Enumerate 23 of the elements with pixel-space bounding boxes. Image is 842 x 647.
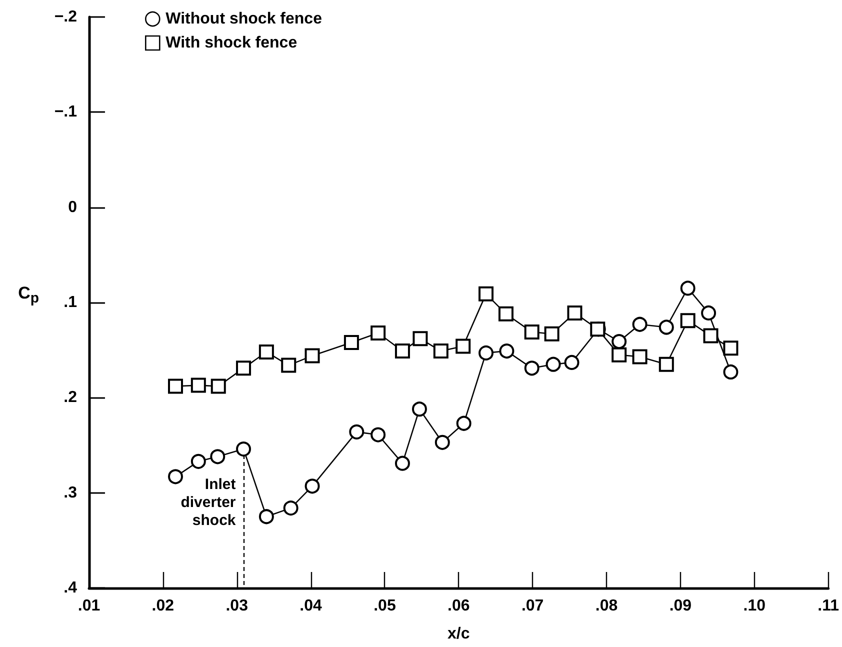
annotation: Inlet diverter shock	[180, 476, 236, 530]
x-tick-label: .09	[669, 598, 692, 614]
y-tick-label: .2	[64, 389, 78, 406]
x-tick-label: .05	[374, 598, 396, 614]
y-tick-label: 0	[68, 198, 78, 216]
y-tick-label: .3	[64, 484, 78, 502]
legend-label: Without shock fence	[166, 10, 322, 28]
x-tick-label: .01	[78, 598, 100, 614]
x-tick-label: .03	[226, 598, 248, 614]
x-tick-label: .02	[152, 598, 174, 614]
y-tick-label: −.1	[54, 104, 78, 121]
y-tick-label: −.2	[54, 8, 78, 26]
legend-label: With shock fence	[166, 34, 298, 52]
x-tick-label: .10	[743, 598, 766, 614]
y-axis-title: C$_{p}$	[18, 282, 39, 306]
x-tick-label: .08	[595, 598, 618, 614]
x-tick-label: .07	[521, 598, 544, 614]
y-tick-label: .4	[64, 580, 78, 596]
x-tick-label: .06	[448, 598, 470, 614]
y-tick-label: .1	[64, 294, 78, 311]
x-tick-label: .04	[300, 598, 322, 614]
x-axis-title: x/c	[448, 626, 470, 642]
x-tick-label: .11	[818, 598, 840, 614]
